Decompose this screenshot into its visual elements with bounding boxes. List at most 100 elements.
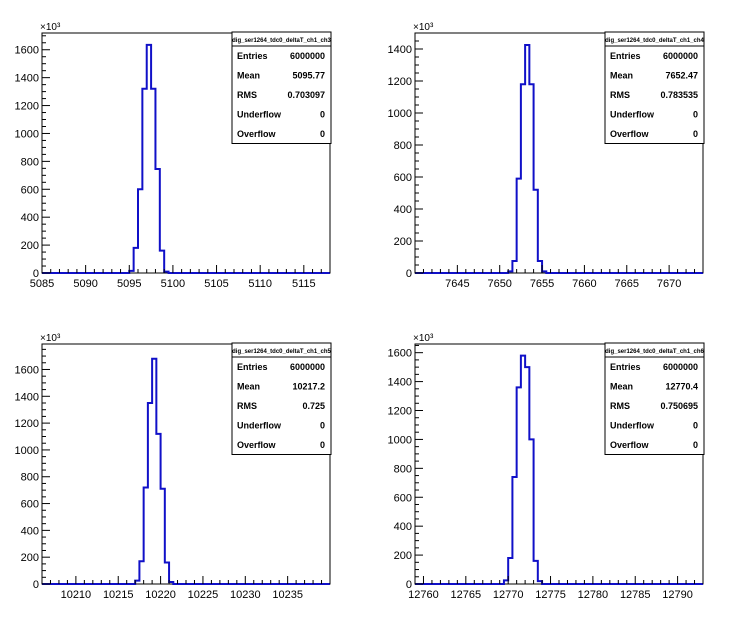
y-tick-label: 800 (21, 472, 39, 484)
y-exponent-label: ×10³ (40, 22, 61, 33)
y-tick-label: 400 (21, 525, 39, 537)
stat-box-frame (231, 31, 332, 144)
y-tick-label: 1000 (388, 434, 412, 446)
y-tick-label: 200 (394, 550, 412, 562)
stat-box-value: 0 (320, 110, 325, 120)
y-tick-label: 1000 (15, 128, 39, 140)
x-tick-label: 10235 (272, 589, 303, 601)
y-tick-label: 200 (394, 236, 412, 248)
stat-box-label: Overflow (610, 440, 650, 450)
y-tick-label: 1200 (15, 101, 39, 113)
histogram-line (42, 43, 330, 274)
x-tick-label: 7665 (615, 278, 639, 290)
stat-box-value: 0 (320, 421, 325, 431)
x-tick-label: 5095 (117, 278, 141, 290)
stat-box-title: dig_ser1264_tdc0_deltaT_ch1_ch3 (232, 38, 331, 44)
x-tick-label: 12790 (662, 589, 693, 601)
stat-box-value: 12770.4 (665, 382, 698, 392)
y-tick-label: 1400 (15, 73, 39, 85)
x-tick-label: 12765 (451, 589, 482, 601)
stat-box-value: 6000000 (290, 51, 325, 61)
histogram-panel-2: 7645 7650 7655 7660 7665 7670 0 200 400 600 800 100… (388, 22, 705, 290)
stat-box-label: Mean (610, 382, 633, 392)
x-tick-label: 5100 (161, 278, 185, 290)
y-tick-label: 0 (406, 579, 412, 591)
histogram-panel-4: 12760 12765 12770 12775 12780 12785 12790 0 200 4… (388, 333, 705, 601)
stat-box-value: 5095.77 (292, 71, 325, 81)
x-tick-label: 5085 (30, 278, 54, 290)
stat-box-label: Overflow (610, 129, 650, 139)
y-tick-label: 200 (21, 552, 39, 564)
y-tick-label: 600 (21, 499, 39, 511)
stat-box-value: 6000000 (663, 362, 698, 372)
y-tick-label: 1400 (15, 391, 39, 403)
stat-box-label: Underflow (610, 421, 655, 431)
x-tick-label: 5105 (204, 278, 228, 290)
stat-box: dig_ser1264_tdc0_deltaT_ch1_ch4 Entries 60… (604, 31, 705, 144)
stat-box-value: 0.783535 (660, 90, 698, 100)
stat-box-value: 0 (693, 421, 698, 431)
stat-box-label: Overflow (237, 440, 277, 450)
stat-box-label: Underflow (237, 421, 282, 431)
stat-box-value: 0 (320, 440, 325, 450)
stat-box-label: RMS (237, 90, 257, 100)
x-tick-label: 7655 (530, 278, 554, 290)
y-exponent-label: ×10³ (413, 333, 434, 344)
y-tick-label: 0 (33, 268, 39, 280)
stat-box-value: 7652.47 (665, 71, 698, 81)
stat-box-label: Entries (610, 51, 641, 61)
x-tick-label: 5110 (248, 278, 272, 290)
stat-box-label: RMS (610, 90, 630, 100)
y-tick-label: 600 (21, 184, 39, 196)
stat-box-value: 0 (320, 129, 325, 139)
stat-box-title: dig_ser1264_tdc0_deltaT_ch1_ch4 (605, 38, 704, 44)
y-tick-label: 1000 (388, 108, 412, 120)
y-tick-label: 400 (394, 521, 412, 533)
stat-box: dig_ser1264_tdc0_deltaT_ch1_ch3 Entries 60… (231, 31, 332, 144)
y-tick-label: 1200 (15, 418, 39, 430)
stat-box-value: 0 (693, 110, 698, 120)
x-tick-label: 12770 (493, 589, 524, 601)
stat-box-frame (604, 31, 705, 144)
y-tick-label: 600 (394, 172, 412, 184)
x-tick-label: 10220 (145, 589, 176, 601)
x-tick-label: 10215 (103, 589, 134, 601)
stat-box-value: 0.703097 (287, 90, 325, 100)
y-tick-label: 200 (21, 240, 39, 252)
stat-box-frame (231, 342, 332, 455)
stat-box-label: RMS (610, 401, 630, 411)
stat-box-label: Entries (237, 51, 268, 61)
stat-box-value: 6000000 (663, 51, 698, 61)
stat-box-value: 10217.2 (292, 382, 325, 392)
stat-box-value: 0 (693, 129, 698, 139)
stat-box-label: Entries (610, 362, 641, 372)
x-tick-label: 5115 (292, 278, 316, 290)
y-tick-label: 1200 (388, 76, 412, 88)
x-tick-label: 7645 (445, 278, 469, 290)
x-tick-label: 12785 (620, 589, 651, 601)
stat-box-label: Entries (237, 362, 268, 372)
stat-box-label: Underflow (237, 110, 282, 120)
stat-box: dig_ser1264_tdc0_deltaT_ch1_ch5 Entries 60… (231, 342, 332, 455)
stat-box-value: 6000000 (290, 362, 325, 372)
stat-box-label: Mean (237, 382, 260, 392)
stat-box-value: 0.750695 (660, 401, 698, 411)
y-tick-label: 1000 (15, 445, 39, 457)
x-tick-label: 7660 (572, 278, 596, 290)
x-tick-label: 10225 (188, 589, 219, 601)
y-tick-label: 0 (406, 268, 412, 280)
y-tick-label: 1400 (388, 377, 412, 389)
y-tick-label: 400 (21, 212, 39, 224)
y-tick-label: 800 (394, 140, 412, 152)
y-tick-label: 1600 (15, 45, 39, 57)
y-tick-label: 1600 (388, 348, 412, 360)
y-tick-label: 800 (21, 156, 39, 168)
x-tick-label: 12775 (535, 589, 566, 601)
stat-box: dig_ser1264_tdc0_deltaT_ch1_ch6 Entries 60… (604, 342, 705, 455)
x-tick-label: 7670 (657, 278, 681, 290)
x-tick-label: 12780 (578, 589, 609, 601)
y-tick-label: 800 (394, 463, 412, 475)
stat-box-label: RMS (237, 401, 257, 411)
y-tick-label: 1400 (388, 44, 412, 56)
